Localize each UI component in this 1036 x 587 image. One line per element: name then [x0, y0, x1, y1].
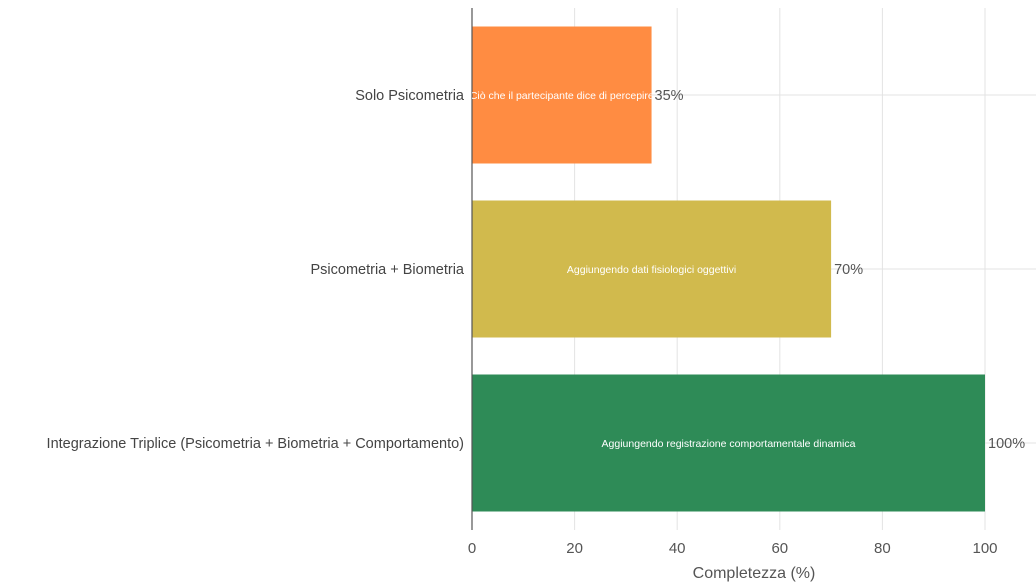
bar-annotation-1: Aggiungendo dati fisiologici oggettivi — [567, 264, 736, 276]
bar-layer — [472, 26, 985, 512]
x-tick-label-4: 80 — [874, 540, 891, 557]
category-label-1: Psicometria + Biometria — [310, 262, 464, 278]
bar-2 — [472, 374, 985, 512]
x-tick-label-1: 20 — [566, 540, 583, 557]
x-tick-label-0: 0 — [468, 540, 476, 557]
category-label-0: Solo Psicometria — [355, 88, 465, 104]
x-tick-label-2: 40 — [669, 540, 686, 557]
x-tick-label-5: 100 — [972, 540, 997, 557]
bar-annotation-2: Aggiungendo registrazione comportamental… — [602, 438, 856, 450]
label-layer: 0 20 40 60 80 100 Ciò che il partecipante dice… — [47, 88, 1026, 557]
category-label-2: Integrazione Triplice (Psicometria + Bio… — [47, 436, 464, 452]
bar-1 — [472, 200, 832, 338]
value-label-1: 70% — [834, 262, 863, 278]
x-axis-title: Completezza (%) — [693, 565, 816, 582]
bar-annotation-0: Ciò che il partecipante dice di percepir… — [470, 90, 654, 102]
value-label-2: 100% — [988, 436, 1025, 452]
value-label-0: 35% — [655, 88, 684, 104]
x-tick-label-3: 60 — [771, 540, 788, 557]
bar-0 — [472, 26, 652, 164]
